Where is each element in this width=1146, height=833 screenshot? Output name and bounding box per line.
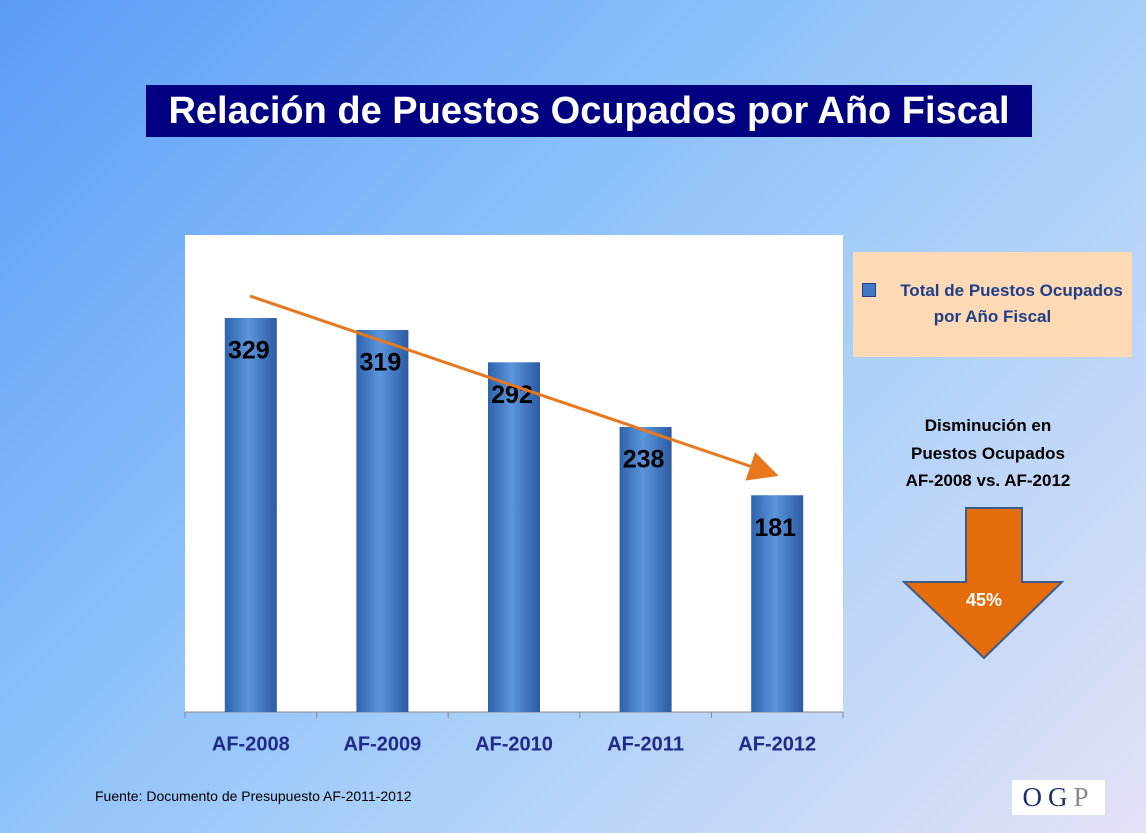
legend-label: Total de Puestos Ocupados por Año Fiscal [900,281,1123,326]
legend-marker [862,283,877,297]
legend [853,252,1132,357]
bar [751,495,804,712]
annotation-line: Disminución en [924,416,1052,435]
chart-title: Relación de Puestos Ocupados por Año Fis… [146,85,1032,137]
x-tick-label: AF-2008 [212,733,290,755]
x-tick-label: AF-2010 [475,733,553,755]
decrease-arrow [901,507,1065,660]
value-label: 238 [623,446,665,474]
bar [619,426,672,712]
logo: OGP [1012,780,1105,815]
bar [224,318,277,712]
change-label: 45% [966,590,1002,610]
annotation-line: Puestos Ocupados [911,443,1065,463]
source-note: Fuente: Documento de Presupuesto AF-2011… [95,788,412,804]
legend-entry: Total de Puestos Ocupados por Año Fiscal [860,278,1125,330]
trend-arrow [249,294,779,481]
bar [488,362,540,712]
value-label: 181 [754,514,796,542]
annotation: Disminución en Puestos Ocupados AF-2008 … [870,412,1106,495]
value-label: 319 [360,349,402,377]
annotation-line: AF-2008 vs. AF-2012 [905,471,1071,490]
x-tick-label: AF-2012 [738,733,816,755]
logo-letter: O [1022,782,1048,812]
logo-letter: P [1073,782,1095,812]
x-tick-label: AF-2011 [607,733,684,755]
x-tick-label: AF-2009 [343,733,421,755]
logo-letter: G [1047,782,1074,812]
value-label: 329 [228,337,270,365]
bar [356,329,409,712]
